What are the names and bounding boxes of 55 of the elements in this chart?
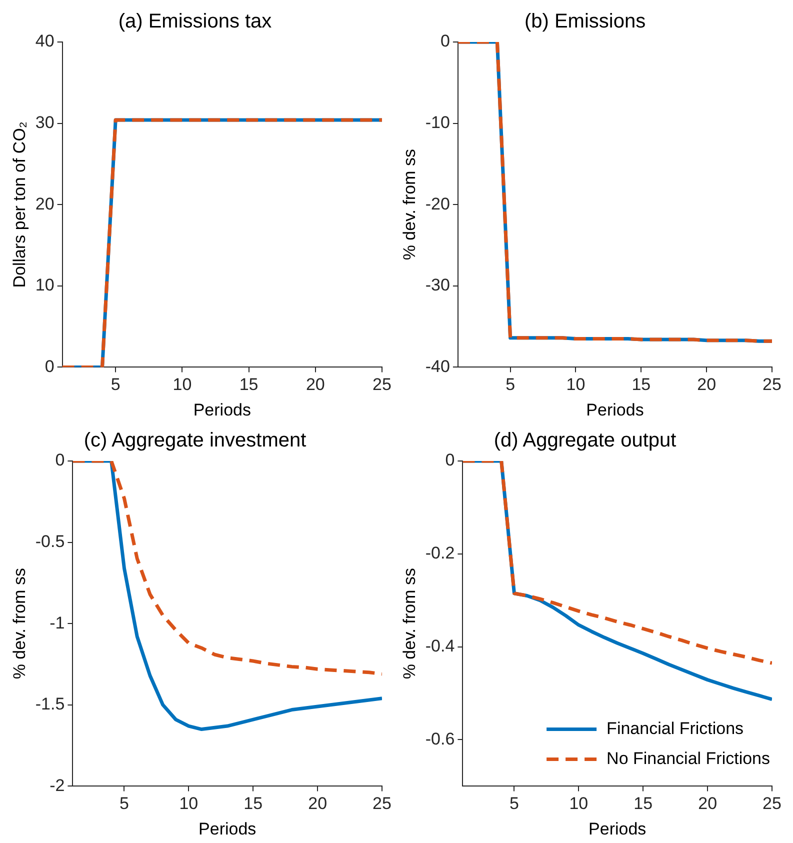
y-axis-title: % dev. from ss	[400, 149, 419, 260]
chart-title: (d) Aggregate output	[494, 430, 677, 452]
y-tick-label: -10	[425, 112, 450, 132]
x-tick-label: 25	[762, 375, 782, 394]
y-tick-label: -20	[425, 194, 450, 214]
x-tick-label: 25	[372, 375, 392, 394]
legend-label: Financial Frictions	[606, 718, 744, 738]
x-tick-label: 10	[566, 375, 586, 394]
y-axis-title: Dollars per ton of CO₂	[10, 121, 29, 288]
y-tick-label: -0.4	[425, 636, 455, 656]
y-tick-label: 0	[445, 450, 455, 470]
y-axis-title: % dev. from ss	[10, 568, 29, 680]
x-axis-title: Periods	[588, 819, 646, 838]
x-tick-label: 5	[120, 794, 129, 814]
x-tick-label: 15	[634, 794, 653, 814]
x-tick-label: 15	[239, 375, 258, 394]
y-tick-label: -1	[50, 613, 65, 632]
y-tick-label: -30	[425, 276, 450, 295]
y-tick-label: 0	[440, 32, 450, 51]
x-tick-label: 10	[569, 794, 588, 814]
y-axis-title: % dev. from ss	[400, 568, 419, 680]
line-series	[72, 461, 382, 676]
x-tick-label: 15	[244, 794, 263, 814]
y-tick-label: -40	[425, 356, 450, 376]
x-tick-label: 20	[306, 375, 325, 394]
y-tick-label: 0	[44, 356, 54, 376]
chart-title: (b) Emissions	[524, 10, 646, 33]
y-tick-label: 0	[55, 450, 65, 470]
x-tick-label: 5	[110, 375, 120, 394]
y-tick-label: -1.5	[35, 694, 65, 714]
legend-label: No Financial Frictions	[606, 748, 770, 768]
y-tick-label: -0.6	[425, 729, 455, 748]
y-tick-label: -0.5	[35, 532, 65, 551]
x-tick-label: 25	[762, 794, 782, 814]
y-tick-label: 30	[35, 112, 54, 132]
x-axis-title: Periods	[586, 400, 644, 420]
x-tick-label: 10	[179, 794, 198, 814]
y-tick-label: -2	[50, 776, 65, 795]
x-tick-label: 5	[506, 375, 516, 394]
chart-title: (a) Emissions tax	[118, 10, 272, 33]
y-tick-label: 20	[35, 194, 54, 214]
x-tick-label: 20	[698, 794, 718, 814]
chart-title: (c) Aggregate investment	[84, 430, 307, 452]
x-tick-label: 25	[372, 794, 392, 814]
x-tick-label: 20	[697, 375, 716, 394]
y-tick-label: 10	[35, 276, 54, 295]
x-tick-label: 20	[308, 794, 328, 814]
x-tick-label: 10	[172, 375, 192, 394]
y-tick-label: 40	[35, 32, 54, 51]
x-axis-title: Periods	[198, 819, 256, 838]
x-tick-label: 5	[510, 794, 519, 814]
x-axis-title: Periods	[193, 400, 251, 420]
y-tick-label: -0.2	[425, 544, 455, 563]
x-tick-label: 15	[632, 375, 651, 394]
line-series	[462, 461, 772, 665]
